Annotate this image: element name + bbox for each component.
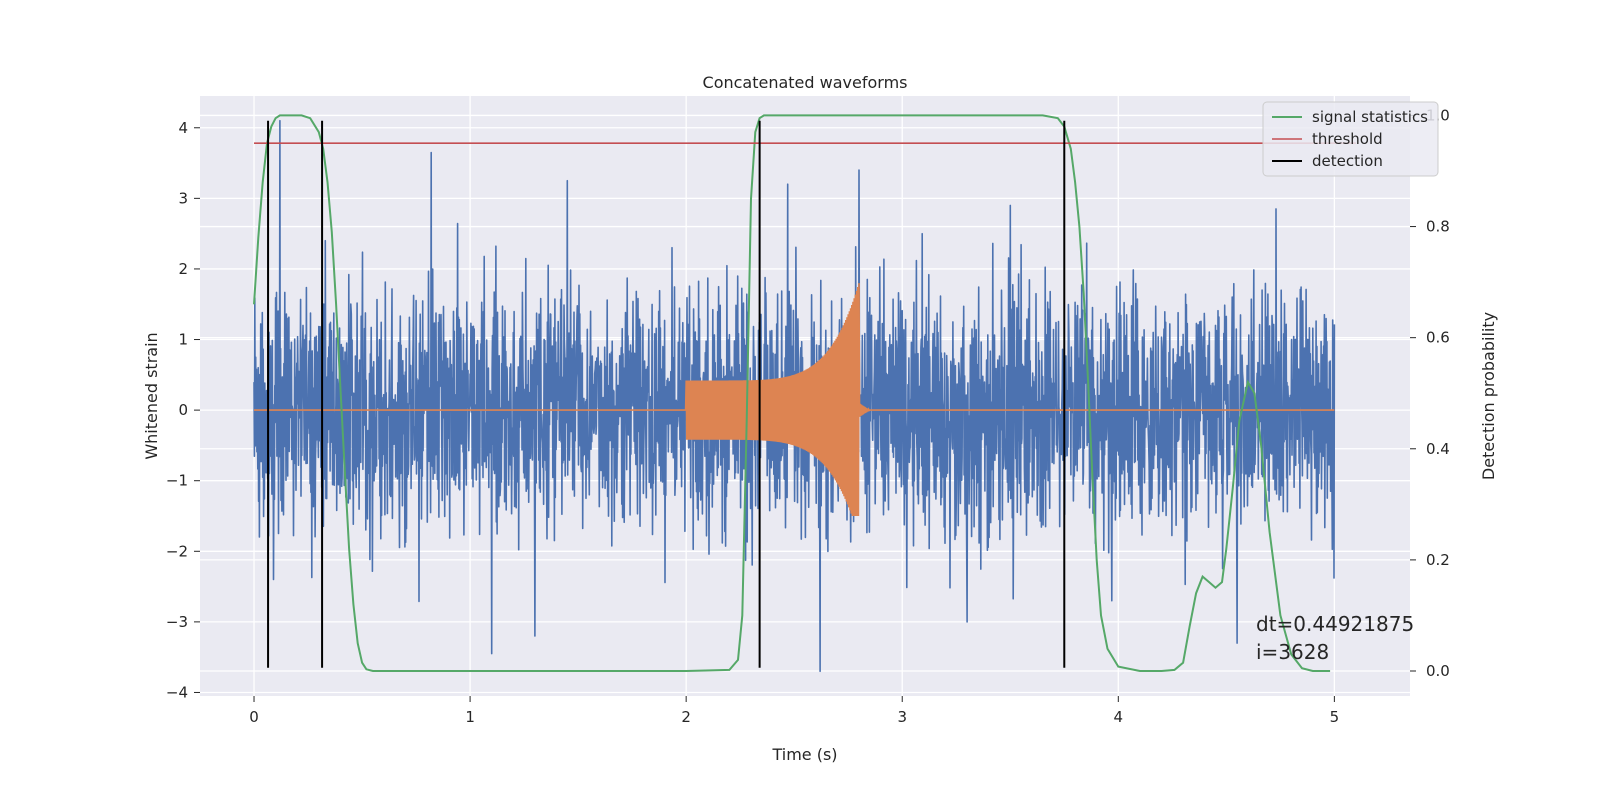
y2-tick-label: 0.4 [1426,440,1450,458]
x-tick-label: 5 [1330,708,1340,726]
x-tick-label: 0 [249,708,259,726]
y2-tick-label: 0.0 [1426,662,1450,680]
y-tick-label: −3 [166,613,188,631]
strain-line [253,119,1336,673]
y-axis-label: Whitened strain [142,332,161,459]
waveform-line [254,283,1335,517]
legend: signal statistics threshold detection [1262,101,1439,177]
legend-label: threshold [1312,130,1383,148]
legend-label: signal statistics [1312,108,1428,126]
y2-tick-label: 0.6 [1426,329,1450,347]
y-tick-label: −4 [166,683,188,701]
y-tick-label: 2 [178,260,188,278]
waveform-series [254,283,1335,517]
strain-series [253,119,1336,673]
y-tick-label: −2 [166,542,188,560]
y-tick-label: 4 [178,119,188,137]
legend-label: detection [1312,152,1383,170]
probability-series [253,114,1356,672]
annotation: dt=0.44921875 i=3628 [1256,612,1414,664]
x-tick-label: 4 [1114,708,1124,726]
y2-tick-label: 0.8 [1426,218,1450,236]
x-tick-label: 3 [897,708,907,726]
x-tick-label: 2 [681,708,691,726]
y-tick-label: 1 [178,331,188,349]
y-tick-label: 3 [178,189,188,207]
y2-axis-label: Detection probability [1479,312,1498,480]
x-tick-label: 1 [465,708,475,726]
legend-frame [1262,101,1439,177]
y-tick-label: −1 [166,472,188,490]
annotation-line: dt=0.44921875 [1256,612,1414,636]
y-tick-label: 0 [178,401,188,419]
y2-tick-label: 0.2 [1426,551,1450,569]
x-axis-label: Time (s) [771,745,837,764]
signal-statistics-line [253,114,1331,672]
annotation-line: i=3628 [1256,640,1329,664]
chart-title: Concatenated waveforms [703,73,908,92]
